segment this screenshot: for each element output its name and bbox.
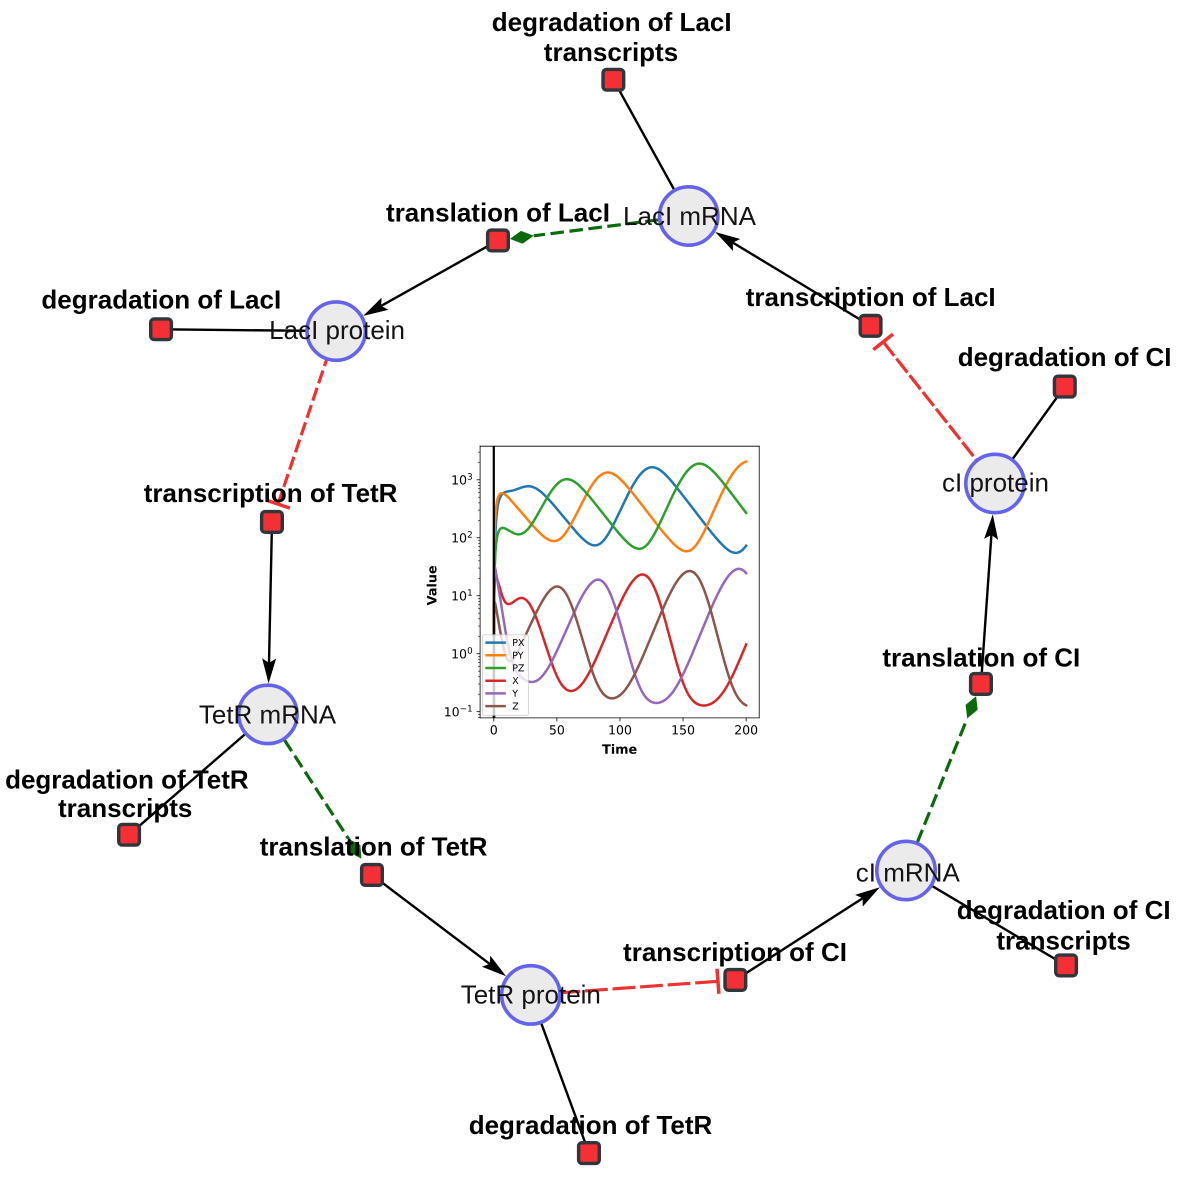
svg-text:degradation of TetR: degradation of TetR (5, 764, 249, 794)
svg-text:LacI protein: LacI protein (269, 315, 405, 345)
svg-text:degradation of LacI: degradation of LacI (41, 285, 281, 315)
svg-text:LacI mRNA: LacI mRNA (623, 201, 757, 231)
svg-text:TetR protein: TetR protein (461, 980, 601, 1010)
svg-text:translation of LacI: translation of LacI (386, 198, 610, 228)
svg-text:translation of CI: translation of CI (882, 642, 1080, 672)
svg-text:degradation of TetR: degradation of TetR (469, 1110, 713, 1140)
svg-text:TetR mRNA: TetR mRNA (199, 699, 337, 729)
svg-text:degradation of CI: degradation of CI (958, 342, 1172, 372)
svg-text:cI protein: cI protein (942, 467, 1049, 497)
svg-text:transcripts: transcripts (996, 925, 1130, 955)
svg-text:degradation of CI: degradation of CI (957, 895, 1171, 925)
svg-text:cI mRNA: cI mRNA (856, 857, 961, 887)
svg-text:transcription of LacI: transcription of LacI (746, 282, 996, 312)
svg-text:transcription of TetR: transcription of TetR (144, 478, 398, 508)
svg-text:degradation of LacI: degradation of LacI (492, 7, 732, 37)
svg-text:transcription of CI: transcription of CI (623, 937, 847, 967)
svg-text:translation of TetR: translation of TetR (260, 832, 488, 862)
svg-text:transcripts: transcripts (544, 37, 678, 67)
svg-text:transcripts: transcripts (58, 793, 192, 823)
